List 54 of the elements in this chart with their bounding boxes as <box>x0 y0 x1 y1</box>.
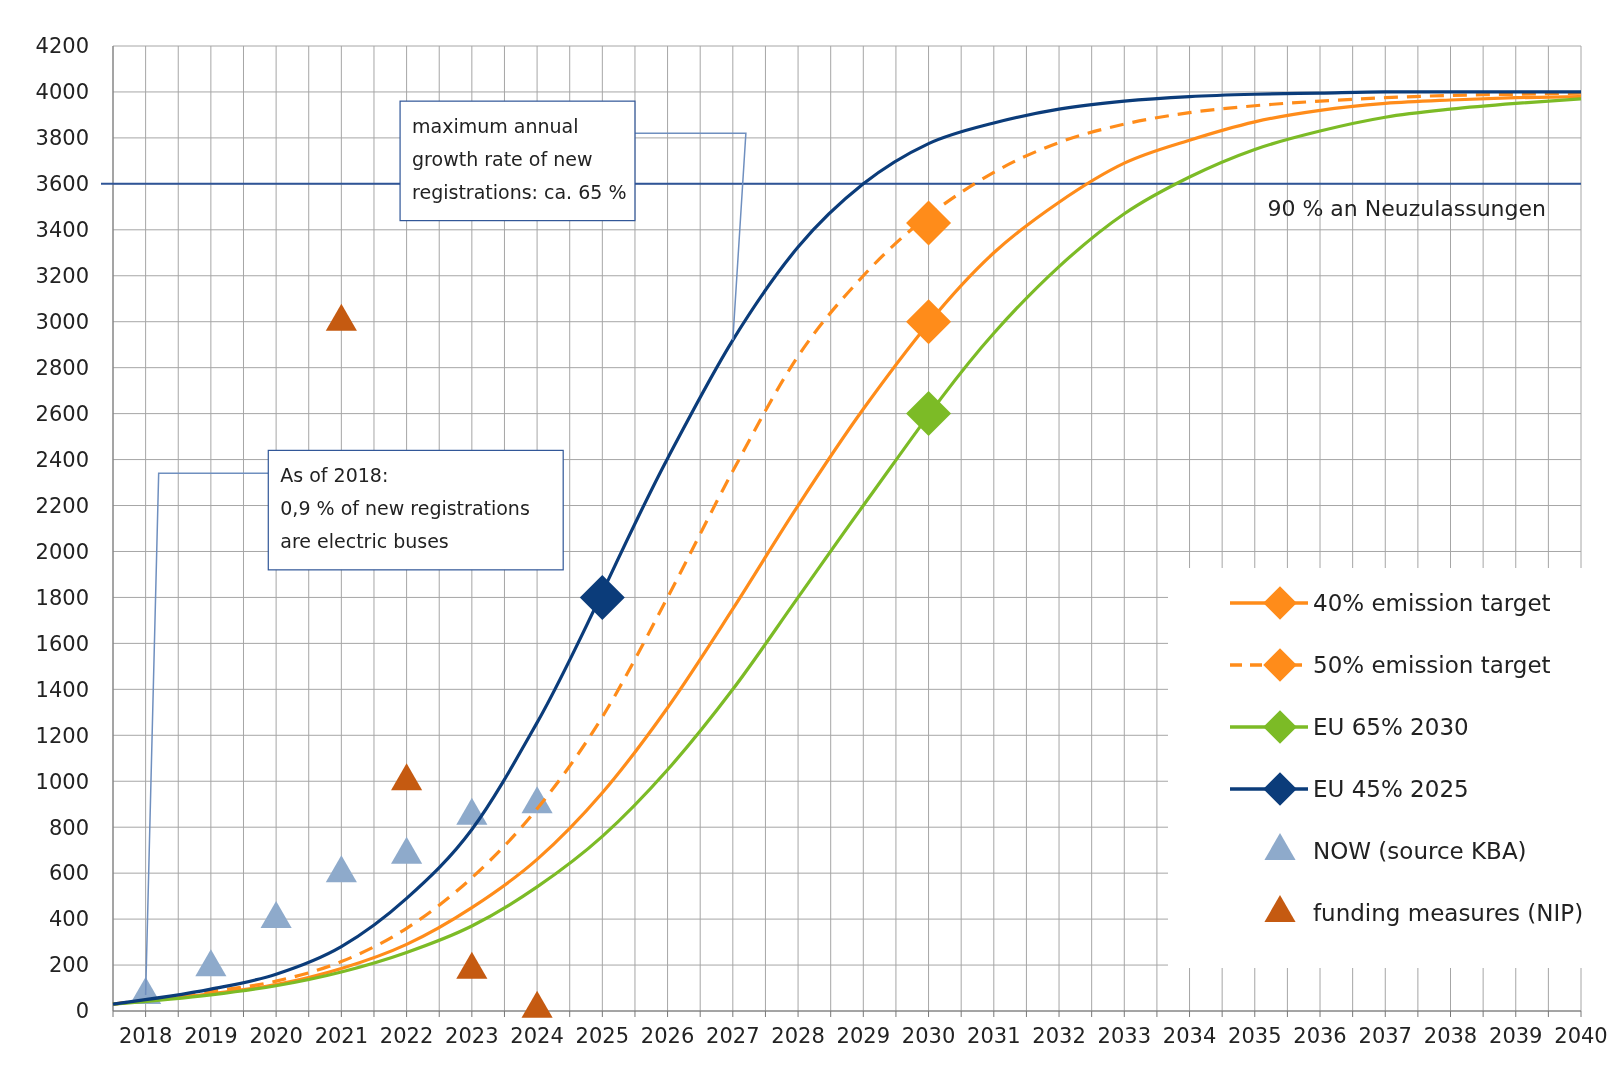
y-tick-label: 4000 <box>35 80 89 105</box>
y-tick-label: 1000 <box>35 769 89 794</box>
y-tick-label: 3400 <box>35 218 89 243</box>
x-tick-label: 2024 <box>510 1024 564 1048</box>
x-tick-label: 2032 <box>1032 1024 1086 1048</box>
y-tick-label: 3200 <box>35 264 89 289</box>
x-tick-label: 2028 <box>771 1024 825 1048</box>
legend-label: 50% emission target <box>1313 652 1551 678</box>
y-tick-label: 3000 <box>35 310 89 335</box>
y-tick-label: 3600 <box>35 172 89 197</box>
legend-label: NOW (source KBA) <box>1313 838 1527 864</box>
y-tick-label: 400 <box>48 907 89 932</box>
x-tick-label: 2030 <box>901 1024 956 1048</box>
x-tick-label: 2018 <box>118 1024 173 1048</box>
y-tick-label: 1600 <box>35 631 89 656</box>
x-tick-label: 2038 <box>1423 1024 1478 1048</box>
y-tick-label: 2800 <box>35 356 89 381</box>
y-tick-label: 600 <box>48 861 89 886</box>
x-tick-label: 2023 <box>445 1024 499 1048</box>
x-tick-label: 2031 <box>967 1024 1021 1048</box>
x-tick-label: 2040 <box>1554 1024 1608 1048</box>
x-tick-label: 2019 <box>184 1024 238 1048</box>
x-tick-label: 2021 <box>314 1024 369 1048</box>
y-tick-label: 4200 <box>35 34 89 59</box>
legend-label: EU 45% 2025 <box>1313 776 1469 802</box>
y-tick-label: 2600 <box>35 401 89 426</box>
y-tick-label: 2200 <box>35 493 89 518</box>
annotation: maximum annual growth rate of new registrations: ca. 65 % <box>412 115 627 204</box>
x-tick-label: 2034 <box>1162 1024 1217 1048</box>
x-tick-label: 2037 <box>1358 1024 1412 1048</box>
y-tick-label: 0 <box>75 999 89 1024</box>
x-tick-label: 2020 <box>249 1024 303 1048</box>
y-tick-label: 1800 <box>35 585 89 610</box>
legend-label: funding measures (NIP) <box>1313 900 1584 926</box>
x-tick-label: 2039 <box>1489 1024 1543 1048</box>
y-tick-label: 1200 <box>35 723 89 748</box>
x-tick-label: 2036 <box>1293 1024 1347 1048</box>
y-tick-label: 1400 <box>35 677 89 702</box>
ref-line-label: 90 % an Neuzulassungen <box>1267 195 1546 221</box>
x-tick-label: 2027 <box>706 1024 760 1048</box>
legend-label: EU 65% 2030 <box>1313 714 1469 740</box>
x-tick-label: 2026 <box>640 1024 695 1048</box>
x-tick-label: 2029 <box>836 1024 891 1048</box>
y-tick-label: 2000 <box>35 539 89 564</box>
x-tick-label: 2033 <box>1097 1024 1152 1048</box>
x-tick-label: 2022 <box>379 1024 434 1048</box>
y-tick-label: 200 <box>48 953 89 978</box>
annotation: As of 2018: 0,9 % of new registrations are electric buses <box>280 464 530 553</box>
x-tick-label: 2035 <box>1228 1024 1282 1048</box>
legend-label: 40% emission target <box>1313 590 1551 616</box>
x-tick-label: 2025 <box>575 1024 630 1048</box>
y-tick-label: 800 <box>48 815 89 840</box>
y-tick-label: 2400 <box>35 447 89 472</box>
y-tick-label: 3800 <box>35 126 89 151</box>
